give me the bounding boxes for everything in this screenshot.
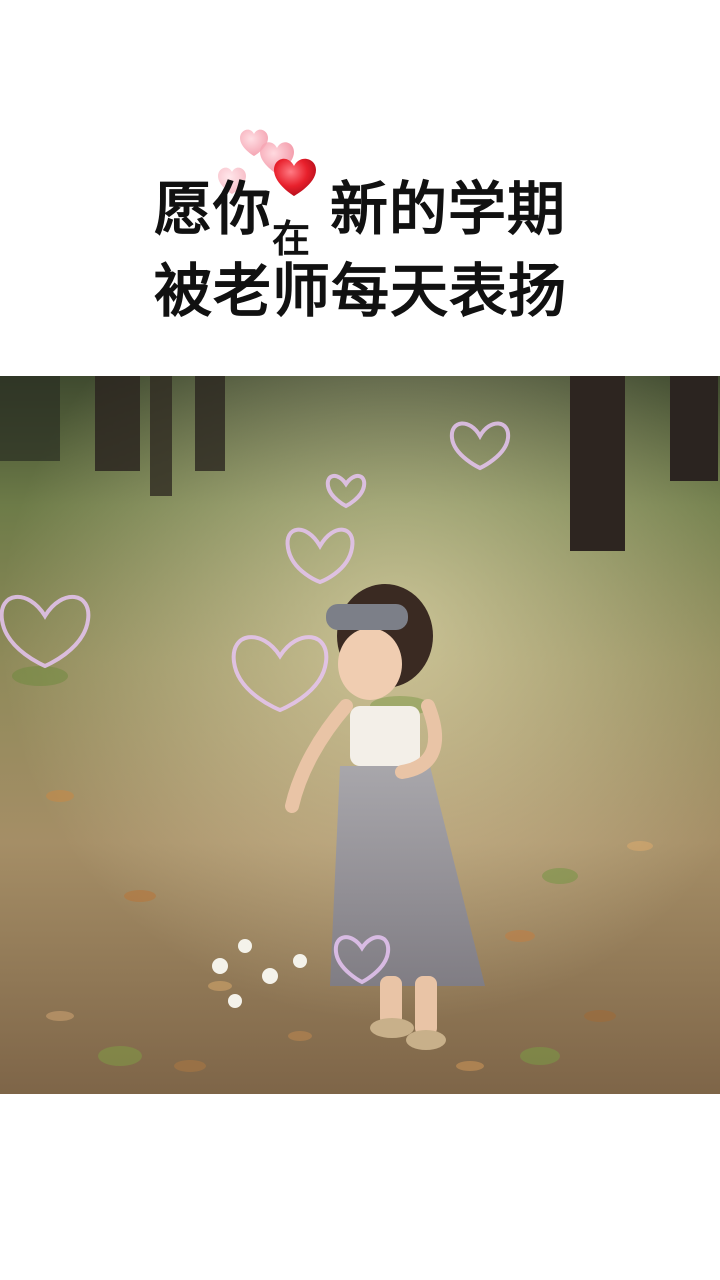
title-line-1-end: 新的学期 [330,175,567,243]
bottom-blank-area [0,1094,720,1280]
heart-bubble-icon [0,421,511,985]
title-area: 愿你 在 新的学期 被老师每天表扬 [0,0,720,376]
photo-girl-in-forest [0,376,720,1094]
title-line-1-start: 愿你 [154,175,273,243]
title-small-word: 在 [272,217,311,261]
title-line-2: 被老师每天表扬 [154,257,568,325]
girl-figure [285,584,485,1050]
hearts-decoration-icon [218,129,316,196]
